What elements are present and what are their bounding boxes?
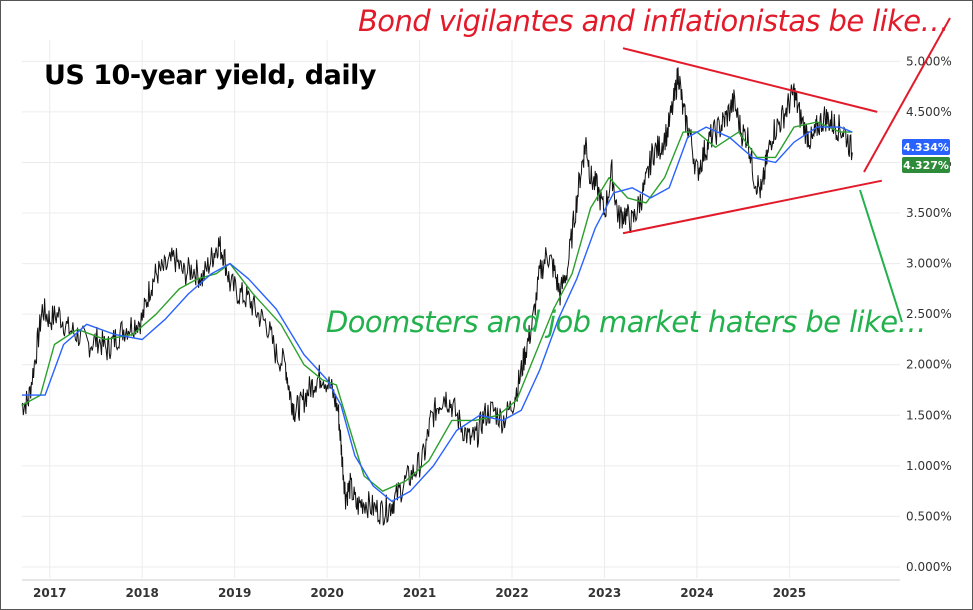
y-tick-label: 0.000% bbox=[906, 560, 952, 574]
annotation-bond-vigilantes: Bond vigilantes and inflationistas be li… bbox=[358, 4, 950, 38]
series-layer bbox=[21, 67, 853, 526]
y-tick-label: 2.000% bbox=[906, 358, 952, 372]
x-tick-label: 2018 bbox=[125, 586, 158, 600]
annotation-doomsters: Doomsters and job market haters be like… bbox=[326, 305, 926, 339]
arrow-up bbox=[863, 17, 951, 173]
trendline-upper bbox=[622, 47, 878, 113]
x-axis: 2017 2018 2019 2020 2021 2022 2023 2024 2025 bbox=[33, 586, 806, 600]
price-label-badge bbox=[902, 157, 950, 173]
x-tick-label: 2020 bbox=[310, 586, 343, 600]
series-line-ma_green bbox=[21, 121, 853, 492]
series-line-ma_blue bbox=[22, 126, 853, 502]
series-line-price bbox=[21, 67, 853, 526]
trendline-layer bbox=[622, 47, 883, 235]
y-tick-label: 1.500% bbox=[906, 408, 952, 422]
arrow-down bbox=[859, 189, 903, 323]
y-tick-label: 2.500% bbox=[906, 307, 952, 321]
price-label-badge bbox=[902, 139, 950, 155]
y-tick-label: 3.000% bbox=[906, 257, 952, 271]
y-tick-label: 5.000% bbox=[906, 54, 952, 68]
y-tick-label: 3.500% bbox=[906, 206, 952, 220]
x-tick-label: 2022 bbox=[495, 586, 528, 600]
grid-layer bbox=[22, 40, 900, 581]
price-label-text: 4.327% bbox=[903, 159, 949, 172]
x-tick-label: 2024 bbox=[680, 586, 713, 600]
y-tick-label: 1.000% bbox=[906, 459, 952, 473]
trendline-lower bbox=[622, 179, 883, 235]
x-tick-label: 2019 bbox=[218, 586, 251, 600]
price-label-layer: 4.334% 4.327% bbox=[902, 139, 950, 173]
price-label-text: 4.334% bbox=[903, 141, 949, 154]
x-tick-label: 2025 bbox=[773, 586, 806, 600]
y-tick-label: 0.500% bbox=[906, 509, 952, 523]
x-tick-label: 2017 bbox=[33, 586, 66, 600]
arrow-layer bbox=[859, 17, 951, 323]
x-tick-label: 2021 bbox=[403, 586, 436, 600]
x-tick-label: 2023 bbox=[588, 586, 621, 600]
chart-title: US 10-year yield, daily bbox=[44, 60, 376, 91]
y-axis: 0.000% 0.500% 1.000% 1.500% 2.000% 2.500% 3.00… bbox=[906, 54, 952, 574]
y-tick-label: 4.500% bbox=[906, 105, 952, 119]
